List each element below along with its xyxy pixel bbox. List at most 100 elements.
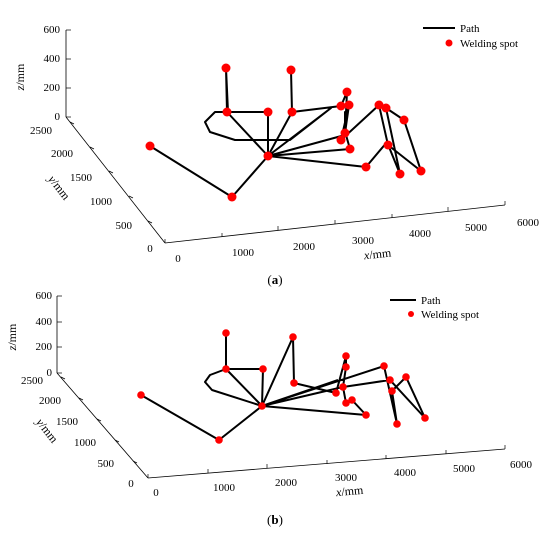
welding-spot-point [227,192,237,202]
y-tick-label: 2000 [51,148,74,160]
z-tick-label: 400 [36,316,53,328]
welding-spot-point [361,162,371,172]
panel-caption: (b) [267,512,283,527]
welding-spot-point [263,151,273,161]
welding-spot-point [399,115,409,125]
x-ticks: 0 1000 2000 3000 4000 5000 6000 [164,201,540,265]
welding-spot-point [374,100,384,110]
welding-spot-point [336,135,346,145]
plot-area [137,329,429,444]
y-tick-label: 500 [98,458,115,470]
z-tick-label: 600 [44,24,61,36]
welding-spot-point [395,169,405,179]
welding-spot-point [287,107,297,117]
legend: Path Welding spot [423,23,518,50]
welding-spot-point [362,411,370,419]
plot-area [145,63,426,202]
welding-spot-point [344,100,354,110]
z-axis-label: z/mm [5,323,19,351]
y-tick-label: 1000 [74,437,97,449]
welding-spot-point [259,365,267,373]
x-tick-label: 4000 [394,467,417,479]
x-tick-label: 1000 [213,482,236,494]
series-path-line [140,332,426,441]
legend-spot-label: Welding spot [460,38,518,50]
x-ticks: 0 1000 2000 3000 4000 5000 6000 [147,445,533,499]
welding-spot-point [416,166,426,176]
legend-spot-label: Welding spot [421,309,479,321]
panel-a: 0 200 400 600 z/mm 0 500 1000 1500 2000 … [13,23,540,287]
y-axis-line [56,372,149,479]
welding-spot-point [388,387,396,395]
legend-path-label: Path [460,23,480,35]
welding-spot-point [421,414,429,422]
panel-caption: (a) [267,272,282,287]
x-tick-label: 3000 [335,472,358,484]
legend-path-label: Path [421,295,441,307]
welding-spot-point [339,383,347,391]
y-tick-label: 2500 [21,375,44,387]
welding-spot-point [393,420,401,428]
welding-spot-point [221,63,231,73]
welding-spot-point [342,352,350,360]
z-tick-label: 0 [47,367,53,379]
y-tick-label: 2500 [30,125,53,137]
y-tick-label: 0 [128,478,134,490]
z-tick-label: 200 [44,82,61,94]
welding-spot-point [342,363,350,371]
x-tick-label: 0 [175,253,181,265]
z-tick-label: 600 [36,290,53,302]
legend-spot-swatch [408,311,414,317]
z-tick-label: 200 [36,341,53,353]
x-tick-label: 5000 [453,463,476,475]
welding-spot-point [222,365,230,373]
welding-spot-point [380,362,388,370]
x-tick-label: 4000 [409,228,432,240]
x-tick-label: 6000 [510,459,533,471]
welding-spot-point [342,87,352,97]
y-ticks: 0 500 1000 1500 2000 2500 [30,121,153,255]
x-axis-line [147,448,506,479]
welding-spot-point [222,107,232,117]
y-tick-label: 0 [147,243,153,255]
welding-spot-point [290,379,298,387]
welding-spot-point [289,333,297,341]
welding-spot-point [263,107,273,117]
y-tick-label: 1500 [56,416,79,428]
welding-spot-point [402,373,410,381]
welding-spot-point [348,396,356,404]
x-tick-label: 6000 [517,217,540,229]
y-tick-label: 1500 [70,172,93,184]
welding-spot-point [258,402,266,410]
welding-spot-point [383,140,393,150]
welding-spot-point [332,389,340,397]
x-tick-label: 2000 [293,241,316,253]
welding-spot-point [145,141,155,151]
y-tick-label: 2000 [39,395,62,407]
welding-spot-point [336,101,346,111]
welding-spot-point [137,391,145,399]
welding-spot-point [215,436,223,444]
y-tick-label: 500 [116,220,133,232]
welding-spot-point [345,144,355,154]
x-axis-label: x/mm [334,483,364,499]
legend: Path Welding spot [390,295,479,321]
y-ticks: 0 500 1000 1500 2000 2500 [21,375,138,490]
panel-b: 0 200 400 600 z/mm 0 500 1000 1500 2000 … [5,290,533,527]
welding-spot-point [342,399,350,407]
z-ticks: 0 200 400 600 [36,290,62,379]
series-path-line [149,67,422,198]
welding-spot-point [386,376,394,384]
x-tick-label: 0 [153,487,159,499]
welding-spot-point [381,103,391,113]
x-tick-label: 3000 [352,235,375,247]
y-tick-label: 1000 [90,196,113,208]
z-axis-label: z/mm [13,63,27,91]
x-tick-label: 1000 [232,247,255,259]
z-tick-label: 400 [44,53,61,65]
y-axis-line [65,116,166,244]
x-axis-label: x/mm [362,246,392,263]
z-ticks: 0 200 400 600 [44,24,71,123]
welding-spot-point [340,128,350,138]
